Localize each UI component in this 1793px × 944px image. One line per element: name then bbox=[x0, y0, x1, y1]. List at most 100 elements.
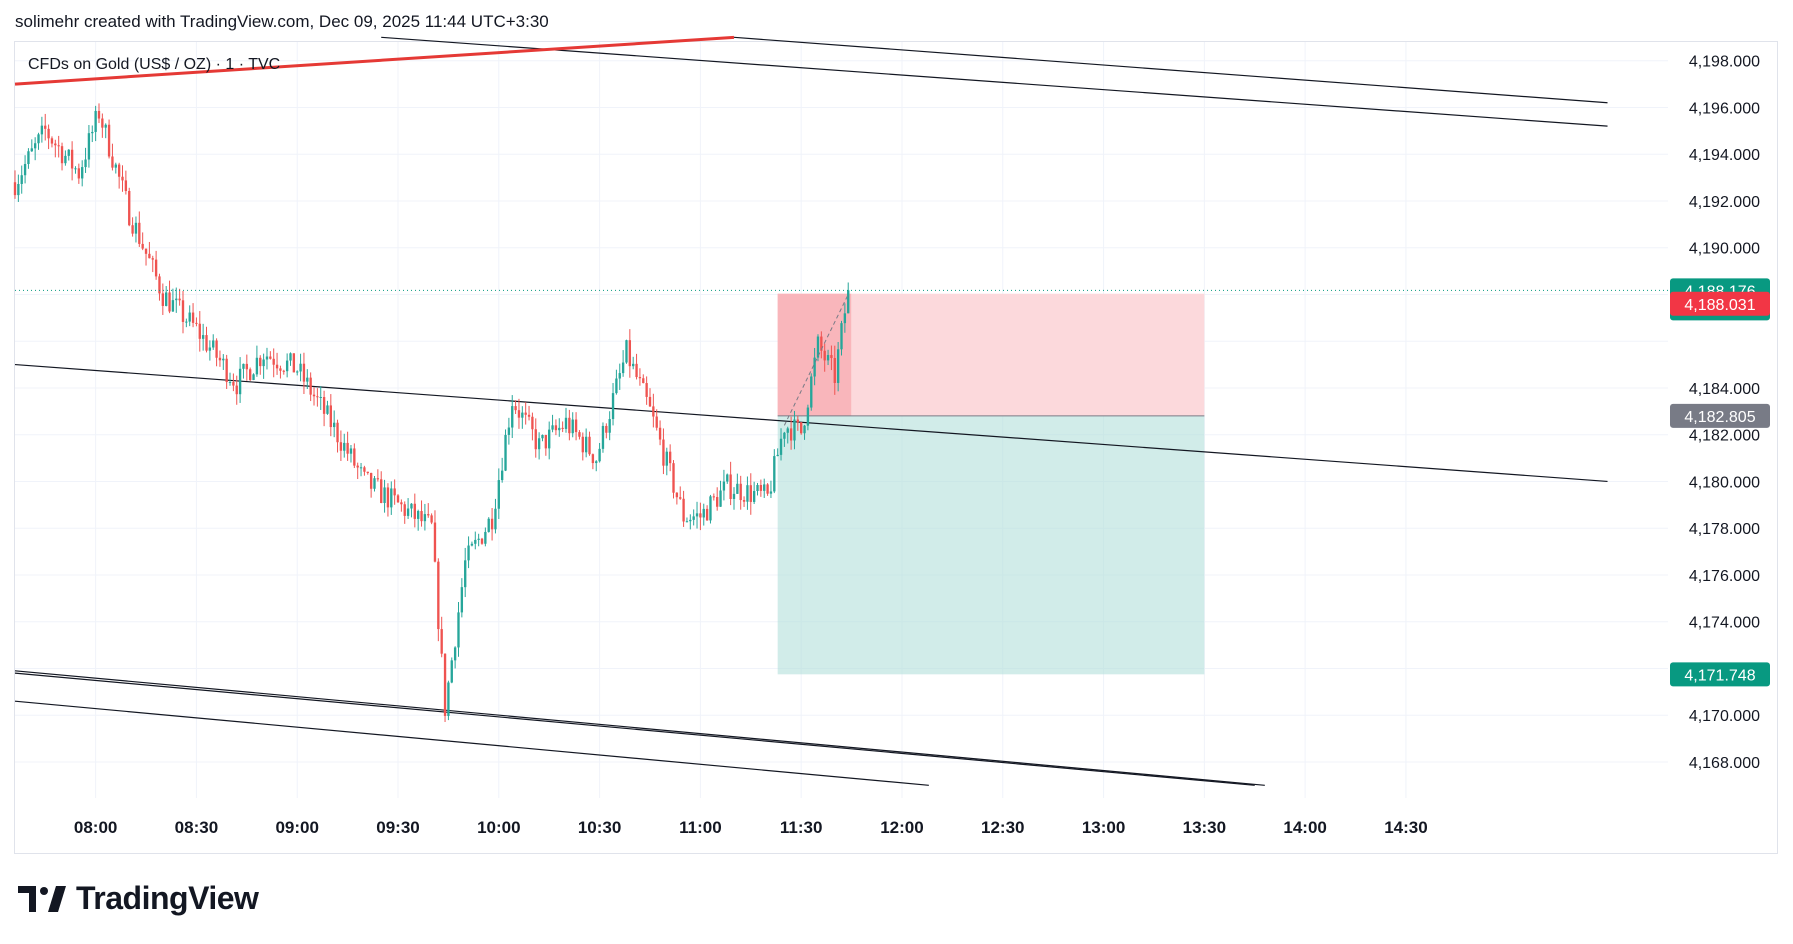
price-labels: 4,188.17600:314,188.0314,182.8054,171.74… bbox=[1670, 278, 1770, 687]
candle-body bbox=[729, 474, 732, 499]
candle bbox=[752, 481, 756, 505]
chart-title: CFDs on Gold (US$ / OZ) · 1 · TVC bbox=[28, 56, 280, 73]
candle-body bbox=[830, 355, 833, 359]
candle-body bbox=[353, 448, 356, 466]
candle-body bbox=[460, 587, 464, 613]
candle-body bbox=[252, 374, 255, 380]
candle-body bbox=[343, 442, 346, 451]
candle-body bbox=[175, 298, 178, 301]
candle bbox=[464, 547, 467, 598]
candle bbox=[50, 136, 54, 148]
candle bbox=[296, 370, 299, 376]
candle bbox=[30, 139, 33, 152]
candle bbox=[806, 404, 810, 431]
candle bbox=[490, 508, 494, 541]
candle-body bbox=[833, 358, 836, 383]
candle-body bbox=[655, 416, 658, 428]
candle bbox=[601, 422, 605, 453]
candle bbox=[689, 514, 692, 530]
candle bbox=[578, 430, 581, 440]
candle-body bbox=[279, 368, 282, 371]
candle bbox=[23, 155, 27, 184]
candle-body bbox=[500, 470, 504, 481]
candle-body bbox=[554, 425, 558, 431]
candle-body bbox=[245, 363, 248, 370]
candle bbox=[255, 345, 259, 377]
candle bbox=[484, 527, 487, 547]
candle bbox=[74, 166, 77, 174]
candle-body bbox=[275, 364, 279, 369]
candle-body bbox=[212, 340, 215, 348]
candle bbox=[111, 143, 114, 171]
candle-body bbox=[423, 514, 427, 522]
candle bbox=[380, 471, 383, 504]
candle bbox=[420, 500, 423, 527]
stop-price-label: 4,188.031 bbox=[1670, 291, 1770, 316]
candle-body bbox=[326, 405, 329, 414]
candle bbox=[668, 444, 672, 472]
candle-body bbox=[752, 491, 756, 502]
candle-body bbox=[249, 369, 252, 380]
candle-body bbox=[843, 313, 847, 324]
candle bbox=[847, 282, 850, 314]
candle-body bbox=[517, 410, 521, 418]
candle-body bbox=[692, 516, 695, 520]
y-tick-label: 4,182.000 bbox=[1689, 428, 1760, 445]
candle-body bbox=[91, 131, 94, 134]
tradingview-logo[interactable]: TradingView bbox=[18, 880, 259, 917]
candle-body bbox=[393, 488, 396, 496]
candle-body bbox=[386, 487, 390, 508]
candle-body bbox=[732, 493, 736, 499]
candle bbox=[763, 478, 766, 498]
candle-body bbox=[420, 511, 423, 522]
candle-body bbox=[158, 276, 161, 294]
candle-body bbox=[64, 155, 67, 164]
candle-body bbox=[490, 518, 494, 530]
candle-body bbox=[302, 363, 306, 382]
candle-body bbox=[773, 456, 776, 492]
candle-body bbox=[524, 412, 527, 415]
candle bbox=[450, 657, 453, 684]
candle-body bbox=[561, 427, 564, 429]
candle-body bbox=[695, 513, 699, 517]
candle bbox=[238, 357, 242, 403]
candle-body bbox=[255, 357, 259, 375]
candle-body bbox=[806, 407, 810, 426]
candle-body bbox=[50, 138, 54, 144]
candle-body bbox=[191, 312, 195, 323]
candle bbox=[568, 409, 571, 441]
candle bbox=[497, 468, 500, 519]
candle bbox=[480, 537, 484, 545]
candle bbox=[796, 415, 799, 431]
candle-body bbox=[336, 422, 339, 443]
candle bbox=[232, 373, 235, 392]
entry-price-label-bg bbox=[1670, 403, 1770, 428]
entry-price-label: 4,182.805 bbox=[1670, 403, 1770, 428]
candle-body bbox=[527, 414, 531, 417]
candle bbox=[571, 412, 574, 438]
candle-body bbox=[380, 479, 383, 503]
candle bbox=[279, 365, 282, 379]
candle bbox=[124, 170, 128, 195]
candle bbox=[87, 125, 91, 168]
candle-body bbox=[23, 164, 27, 176]
candle bbox=[158, 273, 161, 301]
candle-body bbox=[615, 378, 618, 394]
trendline-1 bbox=[733, 36, 1608, 104]
candle bbox=[205, 326, 208, 353]
candle bbox=[117, 162, 121, 189]
candle-body bbox=[107, 124, 111, 157]
x-tick-label: 09:30 bbox=[376, 818, 419, 837]
candle bbox=[460, 578, 464, 618]
candle bbox=[611, 383, 615, 426]
candle bbox=[185, 318, 188, 328]
candle bbox=[756, 482, 759, 496]
stop-price-label-bg bbox=[1670, 291, 1770, 316]
candle bbox=[289, 352, 292, 366]
candle bbox=[494, 498, 497, 534]
candle bbox=[736, 473, 739, 494]
candle bbox=[77, 163, 81, 184]
candle bbox=[739, 475, 742, 510]
candle-body bbox=[497, 480, 500, 509]
